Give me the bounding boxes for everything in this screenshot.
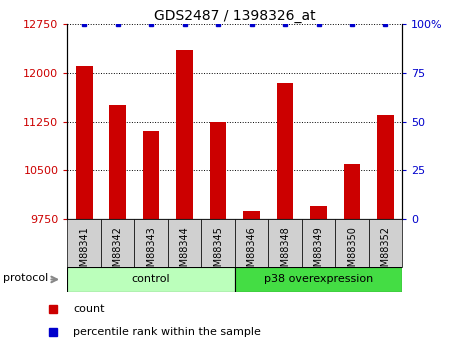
Bar: [235, 267, 402, 292]
Title: GDS2487 / 1398326_at: GDS2487 / 1398326_at: [154, 9, 316, 23]
Bar: [243, 211, 260, 345]
Text: GSM88348: GSM88348: [280, 226, 290, 279]
Text: count: count: [73, 304, 105, 314]
Bar: [302, 219, 335, 267]
Text: GSM88345: GSM88345: [213, 226, 223, 279]
Bar: [67, 219, 101, 267]
Bar: [101, 219, 134, 267]
Bar: [134, 219, 168, 267]
Bar: [268, 219, 302, 267]
Bar: [76, 66, 93, 345]
Bar: [369, 219, 402, 267]
Bar: [335, 219, 369, 267]
Bar: [109, 105, 126, 345]
Text: GSM88342: GSM88342: [113, 226, 123, 279]
Text: percentile rank within the sample: percentile rank within the sample: [73, 327, 261, 337]
Bar: [168, 219, 201, 267]
Text: GSM88346: GSM88346: [246, 226, 257, 279]
Bar: [277, 83, 293, 345]
Bar: [67, 267, 235, 292]
Bar: [377, 115, 394, 345]
Bar: [201, 219, 235, 267]
Text: GSM88344: GSM88344: [179, 226, 190, 279]
Text: p38 overexpression: p38 overexpression: [264, 275, 373, 284]
Text: GSM88341: GSM88341: [79, 226, 89, 279]
Text: GSM88350: GSM88350: [347, 226, 357, 279]
Text: GSM88343: GSM88343: [146, 226, 156, 279]
Text: GSM88349: GSM88349: [313, 226, 324, 279]
Bar: [210, 122, 226, 345]
Bar: [344, 164, 360, 345]
Text: control: control: [132, 275, 171, 284]
Bar: [235, 219, 268, 267]
Text: protocol: protocol: [3, 273, 49, 283]
Bar: [310, 206, 327, 345]
Bar: [176, 50, 193, 345]
Text: GSM88352: GSM88352: [380, 226, 391, 279]
Bar: [143, 131, 159, 345]
